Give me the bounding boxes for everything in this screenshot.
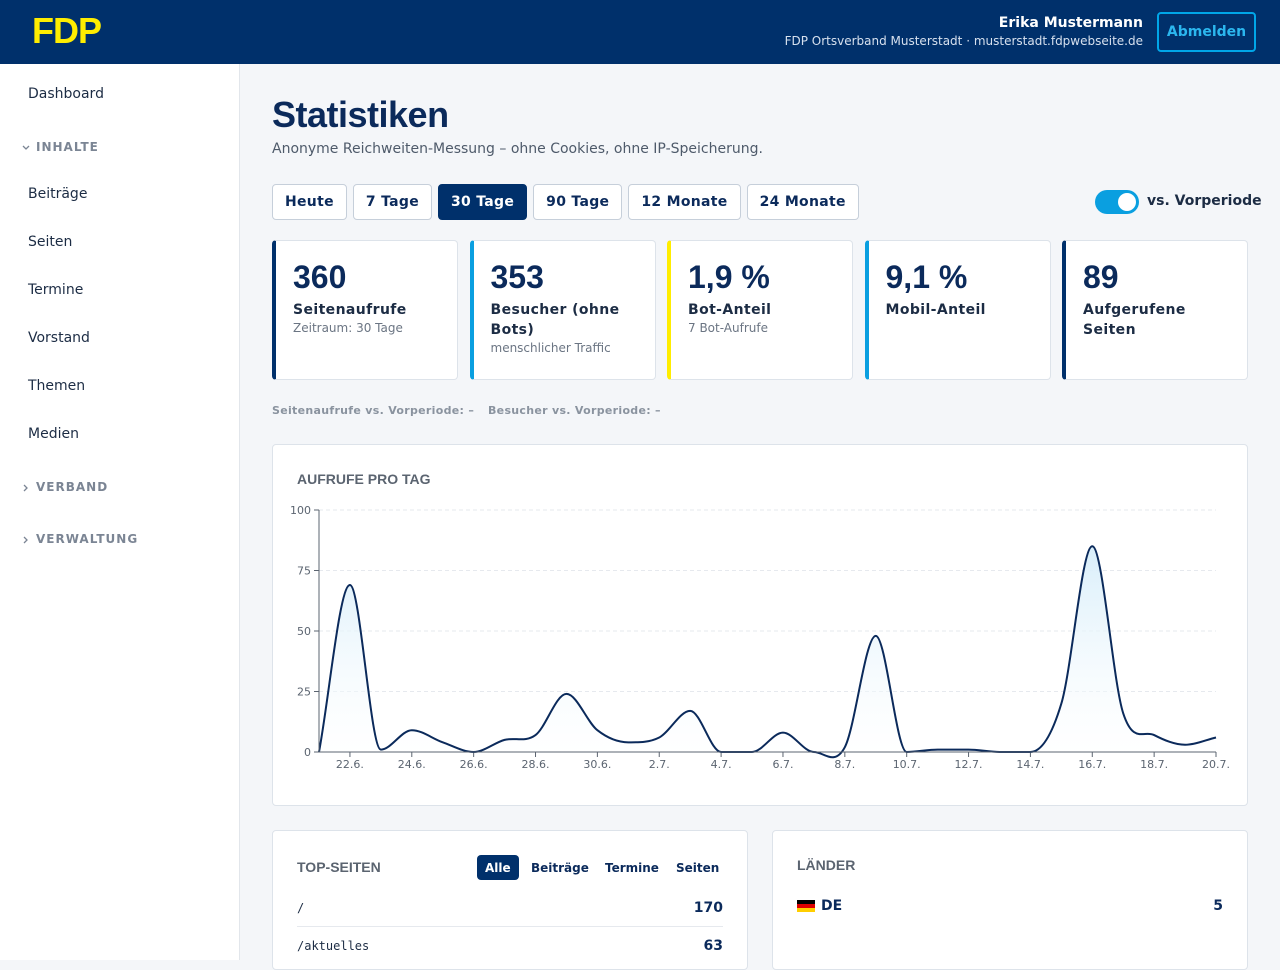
page-subtitle: Anonyme Reichweiten-Messung – ohne Cooki… (272, 141, 763, 157)
y-tick-label: 75 (297, 565, 311, 578)
nav-section[interactable]: VERBAND (22, 480, 108, 494)
nav-section[interactable]: VERWALTUNG (22, 532, 138, 546)
kpi-label: Seitenaufrufe (293, 302, 407, 318)
chart-title: AUFRUFE PRO TAG (297, 471, 431, 487)
x-tick-label: 28.6. (522, 758, 550, 771)
header: FDP Erika Mustermann FDP Ortsverband Mus… (0, 0, 1280, 64)
kpi-value: 9,1 % (885, 259, 968, 295)
org-info: FDP Ortsverband Musterstadt · musterstad… (784, 34, 1143, 48)
x-tick-label: 14.7. (1016, 758, 1044, 771)
logo[interactable]: FDP (32, 10, 102, 51)
nav-item[interactable]: Themen (28, 378, 86, 394)
kpi-card: 89 Aufgerufene Seiten (1062, 240, 1248, 380)
section-label: INHALTE (36, 140, 99, 154)
kpi-note: Zeitraum: 30 Tage (293, 321, 403, 335)
section-label: VERWALTUNG (36, 532, 139, 546)
nav-item[interactable]: Beiträge (28, 186, 88, 202)
filter-button[interactable]: Alle (477, 855, 519, 880)
kpi-value: 360 (293, 259, 347, 295)
compare-toggle[interactable] (1095, 190, 1139, 214)
table-row: / 170 (297, 890, 723, 927)
nav-item[interactable]: Dashboard (28, 86, 104, 102)
line (318, 545, 1217, 759)
area (319, 546, 1216, 758)
nav-item[interactable]: Termine (28, 282, 84, 298)
kpi-value: 1,9 % (688, 259, 770, 295)
countries-card: LÄNDER DE 5 (772, 830, 1248, 970)
country-row: DE 5 (797, 887, 1223, 924)
logout-button[interactable]: Abmelden (1157, 12, 1256, 52)
kpi-note: menschlicher Traffic (490, 341, 611, 355)
filter-button[interactable]: Seiten (676, 860, 720, 875)
page-title: Statistiken (272, 94, 449, 135)
y-tick-label: 50 (297, 625, 311, 638)
kpi-value: 353 (490, 259, 544, 295)
page-count: 170 (693, 900, 723, 916)
page-count: 63 (703, 937, 723, 954)
nav-item[interactable]: Seiten (28, 234, 73, 250)
nav-section[interactable]: INHALTE (22, 140, 99, 154)
filter-button[interactable]: Beiträge (531, 860, 589, 875)
period-button[interactable]: 30 Tage (438, 184, 528, 220)
kpi-value: 89 (1083, 259, 1119, 295)
countries-title: LÄNDER (797, 857, 856, 873)
filter-button[interactable]: Termine (605, 860, 659, 875)
x-tick-label: 4.7. (711, 758, 732, 771)
period-selector: Heute 7 Tage 30 Tage 90 Tage 12 Monate 24 Mon… (272, 184, 859, 220)
x-tick-label: 26.6. (460, 758, 488, 771)
chart-card: AUFRUFE PRO TAG 0 25 50 75 100 22.6. 24.6. 26.6… (272, 444, 1248, 806)
x-tick-label: 16.7. (1078, 758, 1106, 771)
user-name: Erika Mustermann (998, 15, 1143, 31)
period-button[interactable]: 90 Tage (533, 184, 623, 220)
table-row: /aktuelles 63 (297, 927, 723, 964)
top-pages-card: TOP-SEITEN Alle Beiträge Termine Seiten / 170… (272, 830, 748, 970)
y-tick-label: 0 (304, 746, 311, 759)
period-button[interactable]: 12 Monate (628, 184, 741, 220)
kpi-label: Bot-Anteil (688, 302, 772, 318)
x-tick-label: 12.7. (955, 758, 983, 771)
kpi-card: 9,1 % Mobil-Anteil (864, 240, 1051, 380)
kpi-card: 1,9 % Bot-Anteil 7 Bot-Aufrufe (667, 240, 853, 380)
page-path[interactable]: / (297, 901, 305, 915)
x-tick-label: 24.6. (398, 758, 426, 771)
flag (797, 899, 815, 912)
x-tick-label: 22.6. (336, 758, 364, 771)
sidebar: Dashboard INHALTE Beiträge Seiten Termine Vor… (0, 64, 240, 960)
x-tick-label: 8.7. (834, 758, 855, 771)
kpi-label: Mobil-Anteil (885, 302, 986, 318)
nav-item[interactable]: Medien (28, 426, 79, 442)
kpi-label: Aufgerufene Seiten (1083, 302, 1186, 338)
chart: 0 25 50 75 100 22.6. 24.6. 26.6. 28.6. 30.6. 2.7. 4… (290, 504, 1230, 771)
toggle-label[interactable]: vs. Vorperiode (1147, 193, 1262, 209)
top-pages-title: TOP-SEITEN (297, 859, 381, 875)
x-tick-label: 10.7. (893, 758, 921, 771)
kpi-label: Besucher (ohne Bots) (490, 302, 620, 338)
country-count: 5 (1213, 897, 1223, 914)
kpi-card: 360 Seitenaufrufe Zeitraum: 30 Tage (272, 240, 458, 380)
country: DE (797, 898, 842, 914)
x-tick-label: 6.7. (772, 758, 793, 771)
section-label: VERBAND (36, 480, 109, 494)
period-button[interactable]: Heute (272, 184, 347, 220)
country-code: DE (821, 897, 843, 914)
period-button[interactable]: 7 Tage (352, 184, 432, 220)
page-path[interactable]: /aktuelles (297, 938, 370, 953)
x-tick-label: 20.7. (1202, 758, 1230, 771)
nav-item[interactable]: Vorstand (28, 330, 90, 346)
x-tick-label: 30.6. (583, 758, 611, 771)
period-button[interactable]: 24 Monate (746, 184, 859, 220)
y-tick-label: 100 (290, 504, 311, 517)
comparison: Seitenaufrufe vs. Vorperiode: – (272, 404, 475, 417)
kpi-card: 353 Besucher (ohne Bots) menschlicher Traf… (469, 240, 656, 380)
x-tick-label: 2.7. (649, 758, 670, 771)
comparison: Besucher vs. Vorperiode: – (488, 404, 661, 417)
x-tick-label: 18.7. (1140, 758, 1168, 771)
y-tick-label: 25 (297, 686, 311, 699)
kpi-note: 7 Bot-Aufrufe (688, 321, 768, 335)
